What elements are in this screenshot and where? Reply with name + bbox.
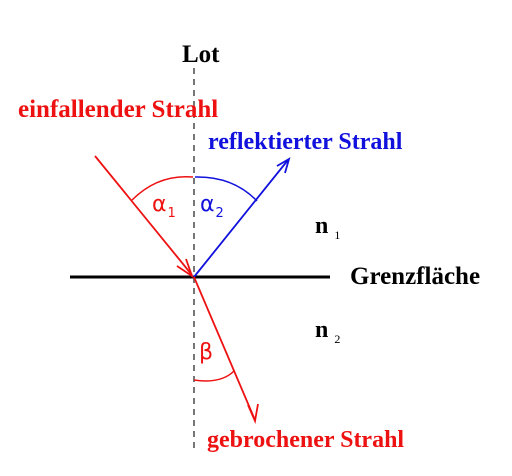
normal-label: Lot bbox=[182, 41, 220, 68]
reflected-ray bbox=[193, 159, 289, 278]
reflected-ray-label: reflektierter Strahl bbox=[208, 129, 403, 155]
refracted-arrowhead bbox=[247, 403, 259, 425]
interface-label: Grenzfläche bbox=[350, 263, 481, 290]
beta-label: β bbox=[199, 340, 214, 365]
alpha2-label: α2 bbox=[200, 192, 224, 221]
alpha1-label: α1 bbox=[152, 192, 176, 221]
n1-subscript: 1 bbox=[334, 228, 341, 242]
alpha1-symbol: α bbox=[152, 192, 167, 217]
incident-arrowhead bbox=[176, 258, 194, 279]
n1-symbol: n bbox=[315, 213, 329, 239]
reflected-arrowhead bbox=[276, 157, 291, 174]
beta-arc bbox=[193, 370, 235, 382]
incident-ray-label: einfallender Strahl bbox=[18, 96, 219, 123]
alpha1-subscript: 1 bbox=[167, 206, 176, 221]
refracted-ray bbox=[193, 276, 256, 421]
alpha2-arc bbox=[194, 176, 258, 202]
n2-subscript: 2 bbox=[334, 332, 341, 346]
alpha1-arc bbox=[131, 175, 194, 201]
refracted-ray-label: gebrochener Strahl bbox=[207, 427, 405, 453]
n2-symbol: n bbox=[315, 317, 329, 343]
alpha2-subscript: 2 bbox=[215, 206, 224, 221]
incident-ray bbox=[94, 155, 193, 276]
alpha2-symbol: α bbox=[200, 192, 215, 217]
